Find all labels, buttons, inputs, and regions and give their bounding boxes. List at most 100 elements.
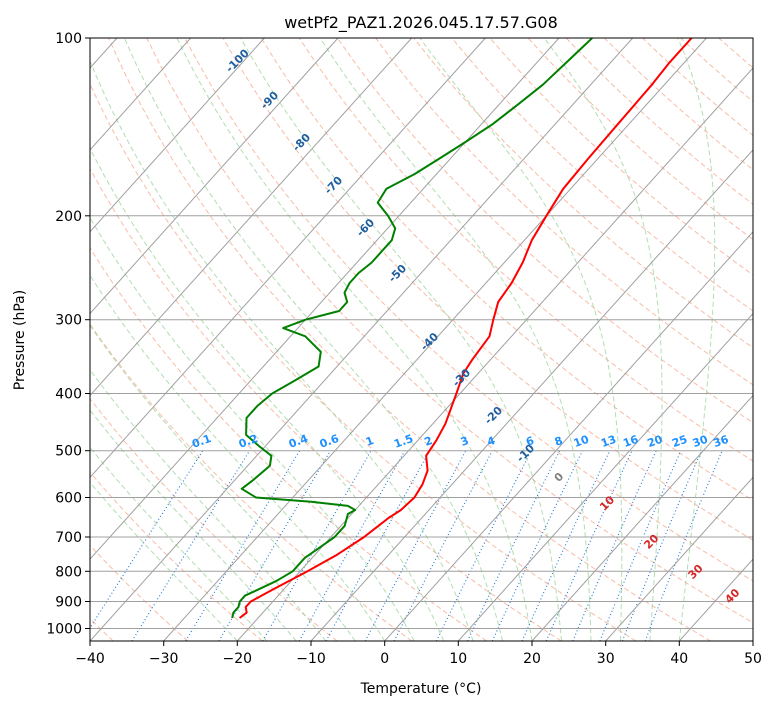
x-tick-label: −40 (75, 651, 105, 667)
dry-adiabat (451, 38, 753, 312)
moist-adiabat (543, 38, 663, 641)
mixing-ratio-line (621, 450, 702, 641)
dry-adiabat (90, 82, 637, 641)
mixing-ratio-label: 13 (599, 433, 618, 450)
moist-adiabat (90, 59, 474, 641)
mixing-ratio-label: 1.5 (392, 432, 415, 451)
mixing-ratio-line (298, 450, 406, 641)
isotherm (384, 231, 753, 641)
isotherm (531, 394, 753, 641)
mixing-ratio-label: 1 (364, 434, 376, 449)
dry-adiabat (90, 471, 263, 641)
background-reference-lines (90, 38, 753, 641)
mixing-ratio-label: 0.1 (190, 432, 213, 451)
moist-adiabat (90, 446, 268, 641)
moist-adiabat (90, 481, 238, 641)
y-tick-label: 200 (55, 209, 82, 225)
mixing-ratio-label: 36 (711, 433, 730, 451)
mixing-ratio-label: 0.4 (287, 432, 310, 451)
y-tick-label: 1000 (46, 622, 82, 638)
temperature-line (238, 38, 693, 619)
isotherm (310, 149, 753, 641)
mixing-ratio-label: 6 (524, 434, 536, 449)
dry-adiabat (90, 397, 338, 641)
isotherm (457, 312, 753, 641)
y-tick-label: 600 (55, 491, 82, 507)
mixing-ratio-label: 4 (485, 434, 497, 449)
isotherm (90, 38, 634, 641)
isotherm (236, 67, 753, 641)
moist-adiabat (90, 216, 415, 641)
isotherm (163, 38, 707, 641)
x-tick-label: −10 (296, 651, 326, 667)
moist-adiabat (90, 324, 356, 641)
x-tick-label: 10 (449, 651, 467, 667)
mixing-ratio-label: 30 (691, 433, 710, 451)
x-tick-label: −30 (149, 651, 179, 667)
isotherm (90, 38, 560, 560)
mixing-ratio-line (599, 450, 682, 641)
dewpoint-line (231, 38, 593, 619)
isotherm (605, 476, 753, 641)
y-tick-label: 300 (55, 313, 82, 329)
mixing-ratio-line (521, 450, 611, 641)
dry-adiabat (90, 323, 413, 641)
dry-adiabat (90, 167, 562, 641)
dry-adiabat (146, 38, 753, 624)
dry-adiabat (108, 38, 711, 641)
x-tick-label: −20 (223, 651, 253, 667)
mixing-ratio-line (572, 450, 657, 641)
x-axis: −40 −30 −20 −10 0 10 20 30 40 50 (75, 641, 762, 667)
mixing-ratio-label: 8 (553, 434, 565, 449)
mixing-ratio-label: 25 (670, 433, 689, 450)
isotherm (90, 38, 413, 397)
isotherm (90, 38, 192, 151)
y-tick-label: 100 (55, 31, 82, 47)
y-axis-label: Pressure (hPa) (12, 290, 28, 390)
mixing-ratio-line (364, 450, 467, 641)
x-tick-label: 30 (597, 651, 615, 667)
moist-adiabat (319, 38, 592, 641)
mixing-ratio-label: 10 (572, 433, 591, 451)
mixing-ratio-label: 2 (423, 434, 435, 449)
y-axis: 100 200 300 400 500 600 700 800 900 1000 (46, 31, 90, 638)
grid (90, 38, 753, 641)
chart-title: wetPf2_PAZ1.2026.045.17.57.G08 (284, 13, 558, 33)
y-tick-label: 400 (55, 387, 82, 403)
y-tick-label: 500 (55, 444, 82, 460)
moist-adiabat (240, 38, 562, 641)
dry-adiabat (90, 246, 487, 641)
moist-adiabat (124, 38, 503, 641)
sounding-profiles (231, 38, 693, 619)
x-tick-label: 0 (380, 651, 389, 667)
moist-adiabat (419, 38, 623, 641)
mixing-ratio-label: 20 (646, 433, 665, 451)
mixing-ratio-line (644, 450, 723, 641)
isotherm (90, 38, 265, 233)
moist-adiabat (90, 274, 386, 641)
mixing-ratio-line (545, 450, 633, 641)
isotherm (90, 38, 339, 315)
plot-frame (89, 37, 754, 642)
moist-adiabat (90, 409, 297, 641)
moist-adiabat (677, 38, 716, 641)
mixing-ratio-label: 16 (621, 433, 640, 451)
mixing-ratio-label: 3 (459, 434, 471, 449)
mixing-ratio-line (325, 450, 431, 641)
x-axis-label: Temperature (°C) (360, 681, 482, 697)
dry-adiabat (375, 38, 753, 386)
dry-adiabat (184, 38, 753, 582)
dry-adiabat (222, 38, 753, 541)
x-tick-label: 50 (744, 651, 762, 667)
y-tick-label: 700 (55, 530, 82, 546)
moist-adiabat (176, 38, 533, 641)
mixing-ratio-label: 0.6 (318, 432, 341, 451)
x-tick-label: 20 (523, 651, 541, 667)
dry-adiabat (336, 38, 753, 424)
dry-adiabat (260, 38, 753, 501)
moist-adiabat (90, 147, 445, 641)
mixing-ratio-line (131, 450, 251, 641)
mixing-ratio-label: 0.2 (237, 432, 260, 451)
